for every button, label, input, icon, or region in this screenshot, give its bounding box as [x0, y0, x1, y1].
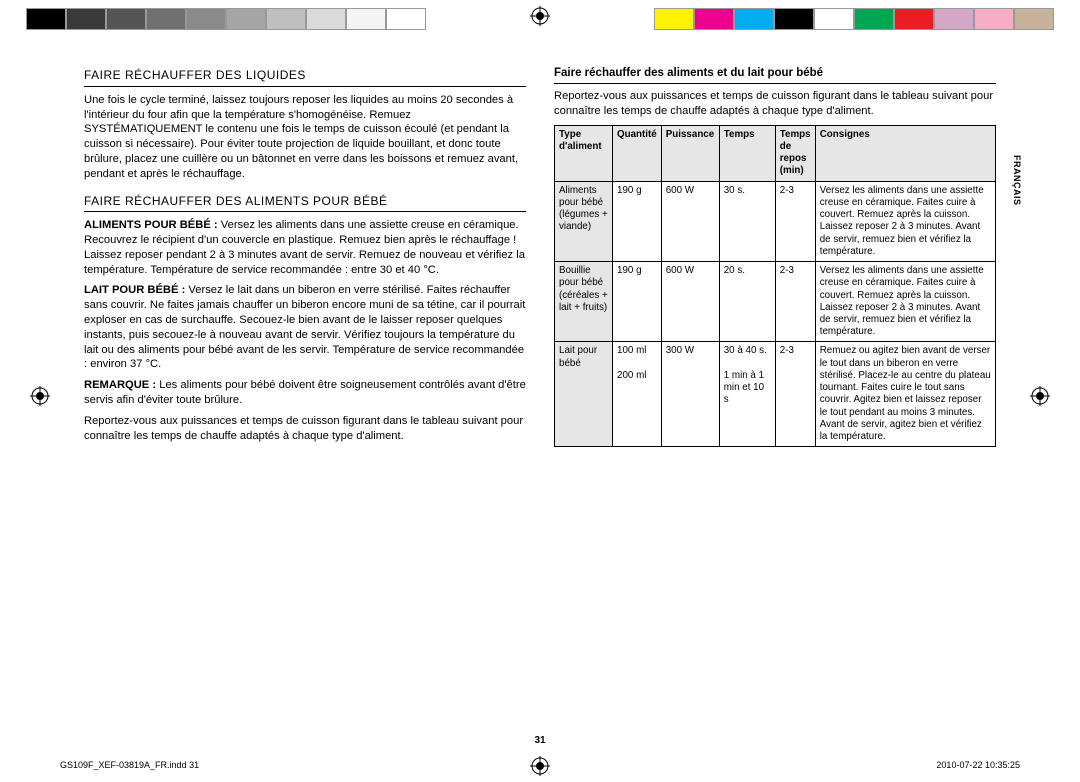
text: Versez le lait dans un biberon en verre … [84, 284, 525, 370]
heading-liquids: FAIRE RÉCHAUFFER DES LIQUIDES [84, 68, 526, 87]
paragraph: LAIT POUR BÉBÉ : Versez le lait dans un … [84, 283, 526, 372]
table-header-row: Type d'alimentQuantitéPuissanceTempsTemp… [555, 125, 996, 181]
table-cell: 600 W [661, 181, 719, 261]
swatch [974, 8, 1014, 30]
colorbar-left [26, 8, 426, 30]
table-cell: 190 g [613, 262, 662, 342]
table-cell: 100 ml 200 ml [613, 342, 662, 447]
swatch [1014, 8, 1054, 30]
table-header: Type d'aliment [555, 125, 613, 181]
table-cell: 20 s. [719, 262, 775, 342]
paragraph: Reportez-vous aux puissances et temps de… [84, 414, 526, 444]
table-cell: 190 g [613, 181, 662, 261]
table-cell: 2-3 [775, 181, 815, 261]
paragraph: ALIMENTS POUR BÉBÉ : Versez les aliments… [84, 218, 526, 277]
paragraph: Une fois le cycle terminé, laissez toujo… [84, 93, 526, 182]
registration-mark-icon [1030, 386, 1050, 406]
swatch [106, 8, 146, 30]
table-header: Quantité [613, 125, 662, 181]
swatch [186, 8, 226, 30]
swatch [226, 8, 266, 30]
label-note: REMARQUE : [84, 379, 156, 391]
table-header: Temps [719, 125, 775, 181]
left-column: FAIRE RÉCHAUFFER DES LIQUIDES Une fois l… [84, 66, 526, 732]
swatch [654, 8, 694, 30]
table-header: Temps de repos (min) [775, 125, 815, 181]
heading-baby-food: FAIRE RÉCHAUFFER DES ALIMENTS POUR BÉBÉ [84, 194, 526, 213]
table-cell: 30 à 40 s. 1 min à 1 min et 10 s [719, 342, 775, 447]
swatch [734, 8, 774, 30]
swatch [306, 8, 346, 30]
table-row: Bouillie pour bébé (céréales + lait + fr… [555, 262, 996, 342]
table-cell: 30 s. [719, 181, 775, 261]
table-cell: Aliments pour bébé (légumes + viande) [555, 181, 613, 261]
content-area: FAIRE RÉCHAUFFER DES LIQUIDES Une fois l… [84, 66, 996, 732]
page-number: 31 [0, 735, 1080, 746]
swatch [934, 8, 974, 30]
table-body: Aliments pour bébé (légumes + viande)190… [555, 181, 996, 447]
swatch [346, 8, 386, 30]
colorbar-right [654, 8, 1054, 30]
language-tab: FRANÇAIS [1012, 155, 1022, 206]
paragraph: REMARQUE : Les aliments pour bébé doiven… [84, 378, 526, 408]
table-cell: 2-3 [775, 342, 815, 447]
paragraph: Reportez-vous aux puissances et temps de… [554, 89, 996, 119]
footer-timestamp: 2010-07-22 10:35:25 [936, 760, 1020, 770]
table-row: Aliments pour bébé (légumes + viande)190… [555, 181, 996, 261]
table-cell: 300 W [661, 342, 719, 447]
swatch [814, 8, 854, 30]
footer-file: GS109F_XEF-03819A_FR.indd 31 [60, 760, 199, 770]
swatch [266, 8, 306, 30]
swatch [26, 8, 66, 30]
heading-table: Faire réchauffer des aliments et du lait… [554, 66, 996, 84]
table-header: Consignes [815, 125, 995, 181]
swatch [386, 8, 426, 30]
table-cell: 2-3 [775, 262, 815, 342]
swatch [774, 8, 814, 30]
right-column: Faire réchauffer des aliments et du lait… [554, 66, 996, 732]
table-header: Puissance [661, 125, 719, 181]
table-cell: 600 W [661, 262, 719, 342]
label-baby-food: ALIMENTS POUR BÉBÉ : [84, 219, 218, 231]
print-footer: GS109F_XEF-03819A_FR.indd 31 2010-07-22 … [60, 760, 1020, 770]
registration-mark-icon [530, 6, 550, 26]
swatch [146, 8, 186, 30]
table-cell: Versez les aliments dans une assiette cr… [815, 181, 995, 261]
table-cell: Lait pour bébé [555, 342, 613, 447]
label-baby-milk: LAIT POUR BÉBÉ : [84, 284, 185, 296]
cooking-table: Type d'alimentQuantitéPuissanceTempsTemp… [554, 125, 996, 448]
swatch [66, 8, 106, 30]
page: FRANÇAIS FAIRE RÉCHAUFFER DES LIQUIDES U… [0, 0, 1080, 782]
table-cell: Bouillie pour bébé (céréales + lait + fr… [555, 262, 613, 342]
swatch [894, 8, 934, 30]
table-cell: Versez les aliments dans une assiette cr… [815, 262, 995, 342]
table-cell: Remuez ou agitez bien avant de verser le… [815, 342, 995, 447]
swatch [854, 8, 894, 30]
table-row: Lait pour bébé100 ml 200 ml300 W30 à 40 … [555, 342, 996, 447]
swatch [694, 8, 734, 30]
registration-mark-icon [30, 386, 50, 406]
